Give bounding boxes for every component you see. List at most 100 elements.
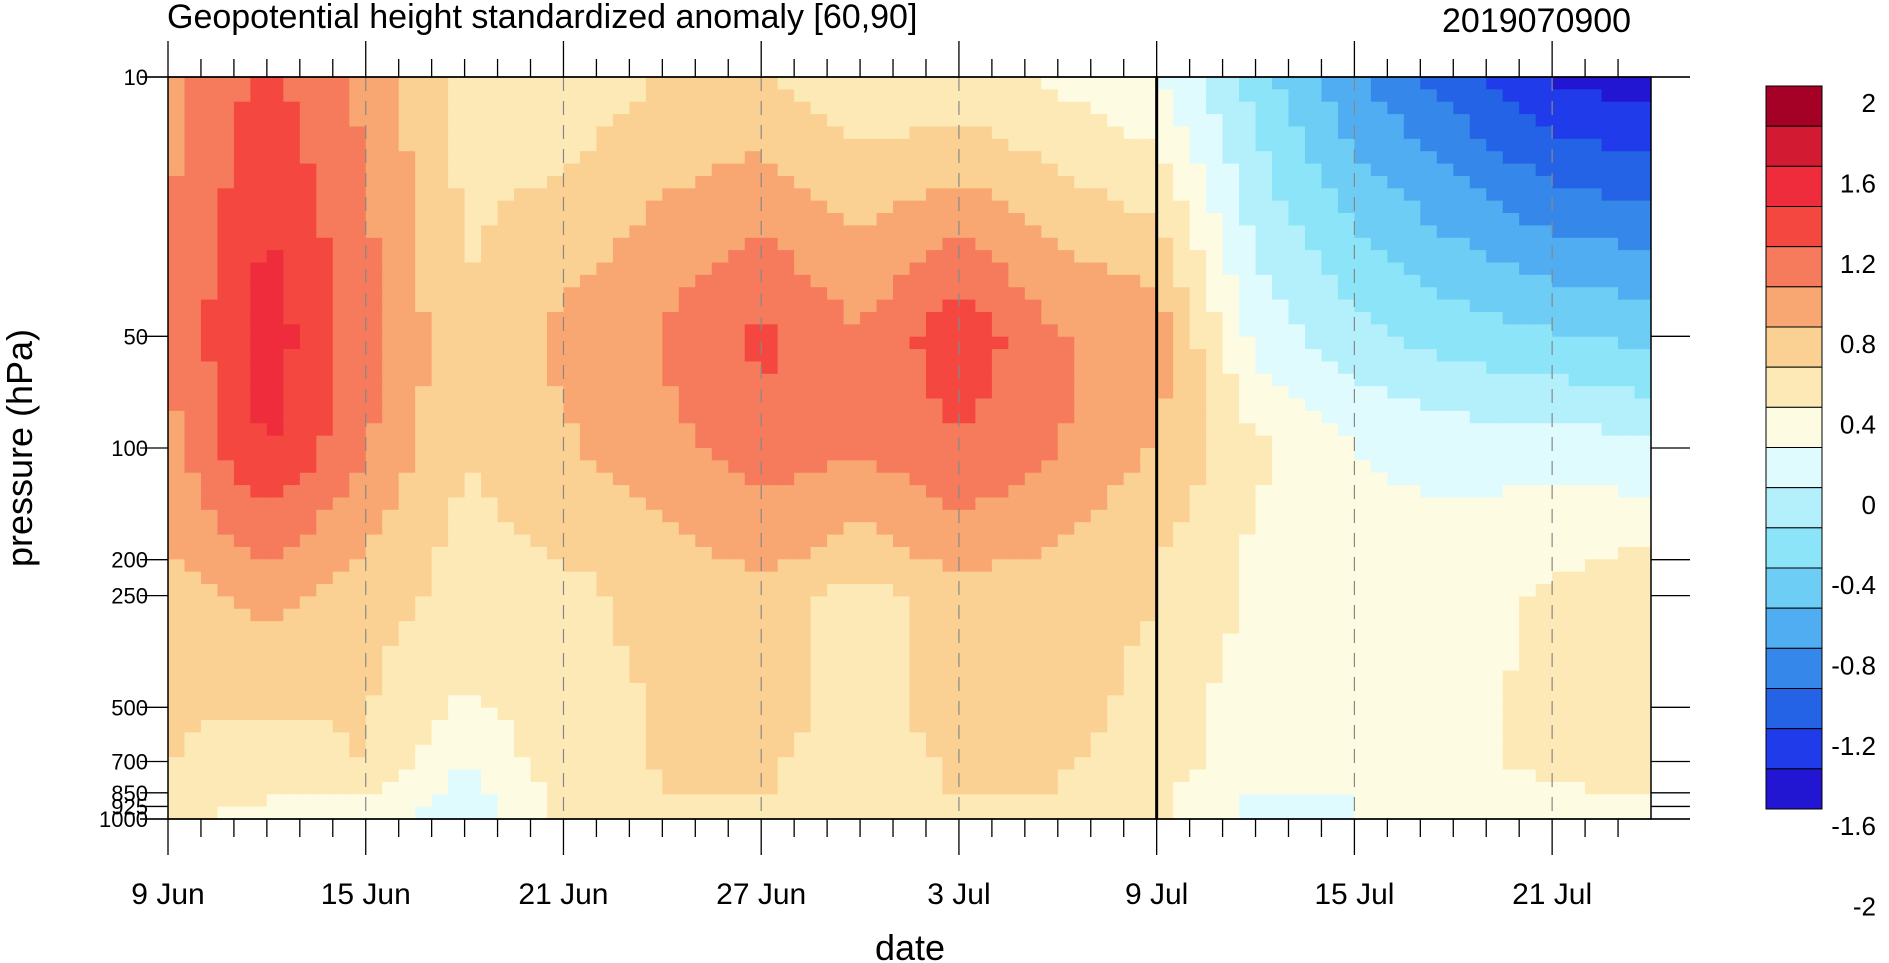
contour-cell [464, 101, 482, 115]
contour-cell [678, 250, 696, 264]
contour-cell [316, 213, 334, 226]
contour-cell [678, 175, 696, 189]
contour-cell [678, 336, 696, 350]
contour-cell [1321, 423, 1339, 437]
contour-cell [1354, 460, 1372, 474]
contour-cell [991, 534, 1009, 548]
contour-cell [415, 89, 433, 103]
contour-cell [431, 621, 449, 635]
contour-cell [1272, 695, 1290, 709]
contour-cell [728, 571, 746, 585]
contour-cell [777, 596, 795, 610]
contour-cell [794, 608, 812, 622]
contour-cell [233, 336, 251, 350]
contour-cell [876, 546, 894, 560]
contour-cell [1420, 596, 1438, 610]
contour-cell [1272, 398, 1290, 412]
contour-cell [794, 213, 812, 226]
contour-cell [1288, 522, 1306, 536]
contour-cell [794, 546, 812, 560]
contour-cell [728, 732, 746, 746]
contour-cell [695, 633, 713, 647]
contour-cell [1272, 175, 1290, 189]
contour-cell [925, 472, 944, 486]
contour-cell [200, 237, 219, 251]
contour-cell [728, 448, 746, 461]
contour-cell [250, 732, 268, 746]
contour-cell [777, 89, 795, 103]
contour-cell [1255, 435, 1273, 449]
contour-cell [266, 349, 284, 363]
contour-cell [612, 225, 630, 239]
contour-cell [266, 707, 284, 721]
contour-cell [283, 336, 301, 350]
contour-cell [909, 497, 927, 511]
contour-cell [1535, 225, 1553, 239]
contour-cell [283, 386, 301, 400]
contour-cell [1370, 472, 1388, 486]
contour-cell [925, 311, 944, 325]
contour-cell [464, 163, 482, 177]
contour-cell [695, 373, 713, 387]
contour-cell [744, 398, 762, 412]
contour-cell [266, 608, 284, 622]
contour-cell [1239, 175, 1257, 189]
contour-cell [579, 274, 598, 288]
contour-cell [1239, 410, 1257, 424]
contour-cell [629, 670, 647, 684]
contour-cell [1354, 77, 1372, 90]
contour-cell [991, 175, 1009, 189]
contour-cell [233, 559, 251, 573]
contour-cell [365, 621, 383, 635]
contour-cell [398, 250, 416, 264]
contour-cell [1107, 720, 1125, 734]
contour-cell [1519, 175, 1537, 189]
contour-cell [794, 101, 812, 115]
contour-cell [596, 250, 614, 264]
contour-cell [250, 163, 268, 177]
contour-cell [316, 546, 334, 560]
contour-cell [217, 324, 235, 338]
contour-cell [991, 126, 1009, 140]
contour-cell [546, 423, 565, 437]
contour-cell [514, 101, 532, 115]
contour-cell [909, 794, 927, 808]
contour-cell [184, 546, 202, 560]
contour-cell [810, 373, 828, 387]
contour-cell [678, 460, 696, 474]
contour-cell [1469, 386, 1487, 400]
contour-cell [1502, 213, 1520, 226]
contour-cell [365, 596, 383, 610]
contour-cell [349, 200, 367, 214]
contour-cell [1090, 608, 1108, 622]
contour-cell [1041, 163, 1059, 177]
contour-cell [991, 336, 1009, 350]
contour-cell [893, 410, 911, 424]
contour-cell [860, 571, 878, 585]
contour-cell [200, 497, 219, 511]
contour-cell [876, 299, 894, 313]
contour-cell [1403, 720, 1421, 734]
contour-cell [1304, 126, 1323, 140]
contour-cell [876, 806, 894, 819]
contour-cell [481, 287, 499, 301]
contour-cell [1107, 349, 1125, 363]
contour-cell [1107, 732, 1125, 746]
contour-cell [266, 670, 284, 684]
contour-cell [1222, 534, 1240, 548]
contour-cell [612, 299, 630, 313]
contour-cell [1041, 225, 1059, 239]
contour-cell [1387, 114, 1405, 128]
contour-cell [827, 200, 845, 214]
contour-cell [711, 213, 729, 226]
contour-cell [1502, 645, 1520, 659]
contour-cell [1403, 77, 1421, 90]
contour-cell [398, 311, 416, 325]
contour-cell [1486, 645, 1504, 659]
contour-cell [1074, 213, 1092, 226]
contour-cell [777, 324, 795, 338]
contour-cell [1057, 720, 1075, 734]
contour-cell [1074, 522, 1092, 536]
contour-cell [168, 732, 186, 746]
contour-cell [1420, 460, 1438, 474]
